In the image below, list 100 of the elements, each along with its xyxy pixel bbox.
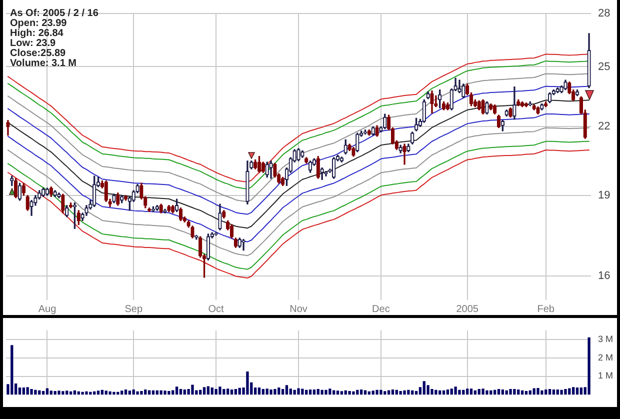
bar [520,390,524,395]
annotation: Close:25.89 [10,48,66,59]
bar [10,345,14,395]
candlestick [402,144,406,165]
candlestick [163,208,167,214]
candlestick [92,176,96,207]
candlestick [540,103,544,110]
bar [360,390,363,395]
bar [513,388,516,395]
bar [128,390,132,395]
candlestick [587,33,591,88]
bar [384,391,386,395]
x-tick-label: Aug [38,304,56,315]
bar [85,391,88,395]
candlestick [430,90,434,114]
candlestick [512,86,516,120]
bar [187,388,190,395]
bar [497,388,500,395]
bar [462,390,465,395]
bar [168,390,170,395]
bar [262,388,264,395]
y-tick-label: 19 [598,189,610,202]
bar [478,388,480,395]
bar [509,388,512,395]
candlestick [532,104,536,110]
bar [395,390,398,395]
bar [140,390,143,395]
bar [108,391,112,395]
bar [26,387,29,395]
bar [324,390,328,395]
bar [183,390,186,395]
bar [266,388,268,395]
candlestick [116,192,120,206]
candlestick [257,156,262,173]
bar [568,388,571,395]
bar [42,390,45,395]
bar [73,390,76,395]
bar [58,390,60,395]
bar [238,388,241,395]
bar [344,390,347,395]
bar [96,390,100,395]
bar [132,390,135,395]
candlestick [410,132,414,144]
bar [336,390,340,395]
bar [124,390,128,395]
y-tick-label: 28 [598,8,610,20]
bar [364,390,367,395]
candlestick [320,168,324,180]
candlestick [68,202,73,208]
candlestick [178,208,183,222]
bar [246,372,249,395]
candlestick [300,150,304,158]
bar [160,390,162,395]
bar [100,390,104,395]
bar [572,387,575,395]
candlestick [458,80,462,94]
x-tick-label: Sep [124,304,143,315]
y-tick-label: 1 M [598,370,614,381]
candlestick [112,194,116,204]
bar [199,390,202,395]
bar [560,390,563,395]
candlestick [485,101,489,114]
candlestick [65,205,69,218]
candlestick [308,160,312,173]
bar [588,337,590,395]
bar [305,390,308,395]
bar [372,390,374,395]
bar [426,385,430,395]
candlestick [492,104,497,114]
bar [352,391,355,395]
candlestick [72,202,77,229]
bar [22,387,25,395]
candlestick [53,190,57,197]
bar [332,390,336,395]
bar [289,388,292,395]
bar [258,387,261,395]
bar [399,390,402,395]
x-tick-label: Nov [290,304,308,315]
candlestick [246,160,250,204]
bar [493,390,496,395]
candlestick [6,120,10,136]
candlestick [230,224,234,238]
candlestick [398,144,402,154]
bar [66,390,68,395]
bar [328,388,332,395]
bar [278,387,280,395]
candlestick [57,192,61,198]
bar [293,390,296,395]
candlestick [76,210,80,225]
candlestick [481,99,485,114]
x-tick-label: Oct [208,304,224,315]
bar [285,385,288,395]
x-tick-label: Feb [537,304,555,315]
candlestick [238,238,242,248]
candlestick [296,148,300,162]
candlestick [367,130,371,136]
bar [403,390,406,395]
bar [517,390,520,395]
candlestick [406,144,410,152]
bar [144,390,147,395]
